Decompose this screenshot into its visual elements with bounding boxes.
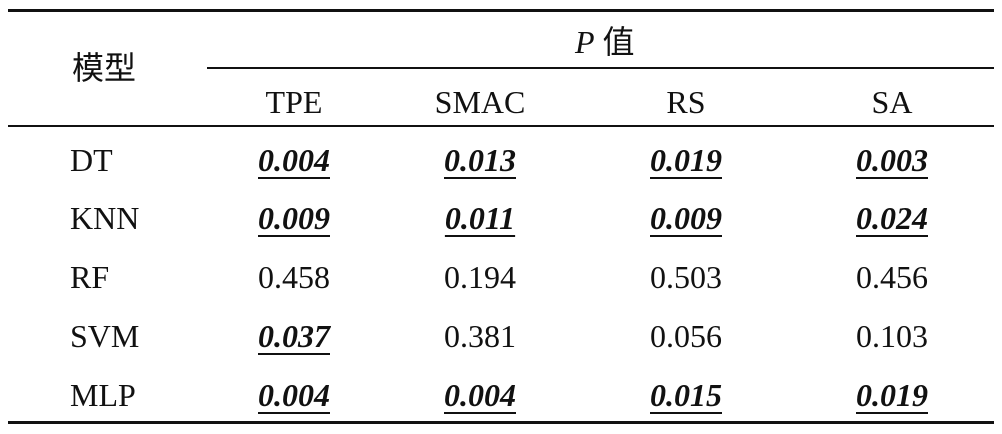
p-value-cell: 0.011 <box>444 200 516 236</box>
p-value-cell: 0.194 <box>444 259 516 295</box>
p-value-cell: 0.103 <box>856 318 928 354</box>
p-value-cell: 0.013 <box>444 142 516 178</box>
p-value-cell: 0.458 <box>258 259 330 295</box>
p-value-cell: 0.009 <box>258 200 330 236</box>
p-value-cell: 0.019 <box>856 377 928 413</box>
p-value-cell: 0.037 <box>258 318 330 354</box>
p-value-cell: 0.503 <box>650 259 722 295</box>
row-header-model: 模型 <box>72 50 137 86</box>
bottom-rule <box>8 421 994 424</box>
header-rule <box>8 125 994 127</box>
p-value-cell: 0.056 <box>650 318 722 354</box>
p-value-cell: 0.009 <box>650 200 722 236</box>
column-header-smac: SMAC <box>434 84 526 120</box>
p-value-cell: 0.015 <box>650 377 722 413</box>
p-value-cell: 0.019 <box>650 142 722 178</box>
p-value-cell: 0.004 <box>258 377 330 413</box>
model-name: KNN <box>70 200 140 236</box>
model-name: DT <box>70 142 113 178</box>
column-header-rs: RS <box>666 84 706 120</box>
p-suffix: 值 <box>602 24 635 60</box>
p-value-cell: 0.381 <box>444 318 516 354</box>
model-name: SVM <box>70 318 140 354</box>
p-symbol: P <box>575 24 595 60</box>
p-value-cell: 0.024 <box>856 200 928 236</box>
p-value-cell: 0.004 <box>444 377 516 413</box>
column-header-tpe: TPE <box>265 84 323 120</box>
group-header-rule <box>207 67 994 69</box>
p-value-cell: 0.003 <box>856 142 928 178</box>
top-rule <box>8 9 994 12</box>
p-value-cell: 0.456 <box>856 259 928 295</box>
column-header-sa: SA <box>871 84 913 120</box>
group-header-p-value: P 值 <box>575 22 645 62</box>
model-name: MLP <box>70 377 136 413</box>
p-value-cell: 0.004 <box>258 142 330 178</box>
model-name: RF <box>70 259 110 295</box>
